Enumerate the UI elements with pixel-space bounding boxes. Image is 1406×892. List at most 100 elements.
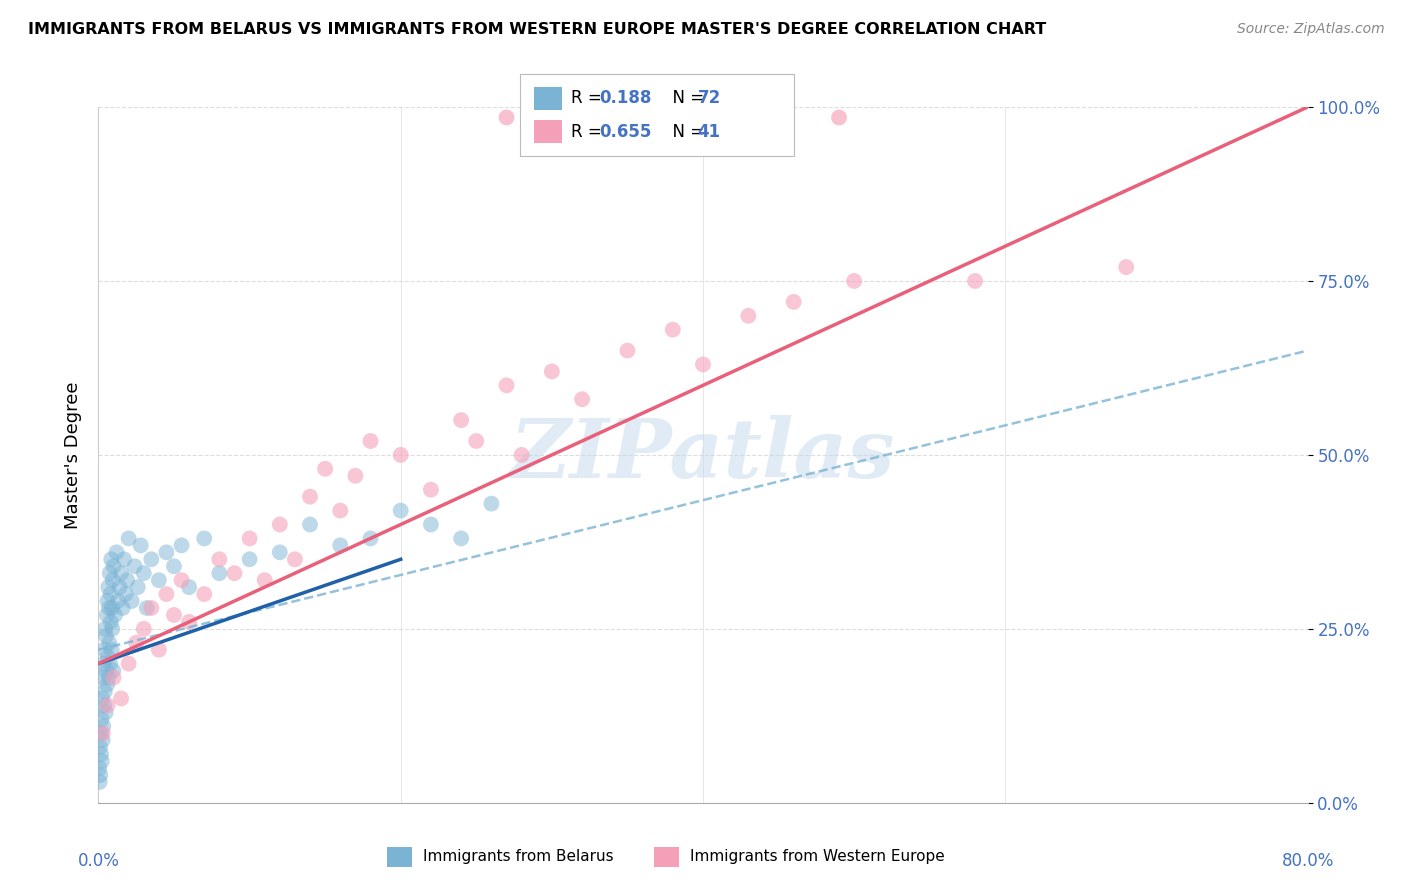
Point <box>103 664 125 678</box>
Point <box>93 642 115 657</box>
Text: N =: N = <box>662 123 710 141</box>
Point <box>91 726 114 740</box>
Point <box>132 566 155 581</box>
Point <box>450 532 472 546</box>
Text: 80.0%: 80.0% <box>1281 852 1334 870</box>
Point <box>98 601 121 615</box>
Point <box>329 503 352 517</box>
Point <box>148 642 170 657</box>
Point <box>129 538 152 552</box>
Point <box>104 607 127 622</box>
Point <box>91 671 114 685</box>
Point <box>94 622 117 636</box>
Point <box>111 601 134 615</box>
Point <box>208 566 231 581</box>
Point <box>1115 260 1137 274</box>
Text: Immigrants from Western Europe: Immigrants from Western Europe <box>690 849 945 863</box>
Point <box>163 607 186 622</box>
Point <box>299 517 322 532</box>
Point <box>112 552 135 566</box>
Point <box>155 587 177 601</box>
Point <box>360 532 382 546</box>
Point <box>90 726 112 740</box>
Point <box>89 768 111 782</box>
Point <box>100 552 122 566</box>
Point <box>91 691 114 706</box>
Point <box>89 761 111 775</box>
Point <box>101 601 124 615</box>
Point <box>100 587 122 601</box>
Point <box>103 559 125 574</box>
Point <box>96 698 118 713</box>
Point <box>344 468 367 483</box>
Point <box>329 538 352 552</box>
Point <box>465 434 488 448</box>
Point <box>148 573 170 587</box>
Text: Immigrants from Belarus: Immigrants from Belarus <box>423 849 614 863</box>
Point <box>90 747 112 761</box>
Point <box>193 532 215 546</box>
Point <box>224 566 246 581</box>
Point <box>239 552 262 566</box>
Point <box>360 434 382 448</box>
Point <box>100 642 122 657</box>
Point <box>141 552 163 566</box>
Point <box>89 775 111 789</box>
Point <box>101 573 124 587</box>
Point <box>135 601 157 615</box>
Point <box>616 343 638 358</box>
Point <box>114 587 136 601</box>
Point <box>284 552 307 566</box>
Point <box>737 309 759 323</box>
Point <box>96 664 118 678</box>
Point <box>179 615 201 629</box>
Text: 41: 41 <box>697 123 720 141</box>
Point <box>179 580 201 594</box>
Text: R =: R = <box>571 89 607 107</box>
Point <box>90 712 112 726</box>
Point <box>96 594 118 608</box>
Point <box>163 559 186 574</box>
Point <box>269 517 291 532</box>
Point <box>495 378 517 392</box>
Point <box>96 607 118 622</box>
Point <box>782 294 804 309</box>
Text: R =: R = <box>571 123 607 141</box>
Point <box>155 545 177 559</box>
Point <box>115 573 138 587</box>
Point <box>93 657 115 671</box>
Point <box>170 538 193 552</box>
Point <box>141 601 163 615</box>
Point <box>100 615 122 629</box>
Point <box>124 559 146 574</box>
Point <box>94 706 117 720</box>
Point <box>127 580 149 594</box>
Point <box>97 671 120 685</box>
Point <box>96 677 118 691</box>
Point <box>110 691 132 706</box>
Text: IMMIGRANTS FROM BELARUS VS IMMIGRANTS FROM WESTERN EUROPE MASTER'S DEGREE CORREL: IMMIGRANTS FROM BELARUS VS IMMIGRANTS FR… <box>28 22 1046 37</box>
Point <box>97 580 120 594</box>
Point <box>389 503 412 517</box>
Point <box>118 532 141 546</box>
Point <box>495 111 517 125</box>
Point <box>110 566 132 581</box>
Point <box>450 413 472 427</box>
Point <box>170 573 193 587</box>
Point <box>571 392 593 407</box>
Point <box>89 740 111 755</box>
Point <box>828 111 851 125</box>
Point <box>510 448 533 462</box>
Point <box>692 358 714 372</box>
Point <box>103 671 125 685</box>
Point <box>125 636 148 650</box>
Point <box>420 517 443 532</box>
Point <box>98 636 121 650</box>
Point <box>844 274 866 288</box>
Point <box>118 657 141 671</box>
Point <box>314 462 336 476</box>
Point <box>132 622 155 636</box>
Point <box>540 364 562 378</box>
Point <box>269 545 291 559</box>
Point <box>965 274 987 288</box>
